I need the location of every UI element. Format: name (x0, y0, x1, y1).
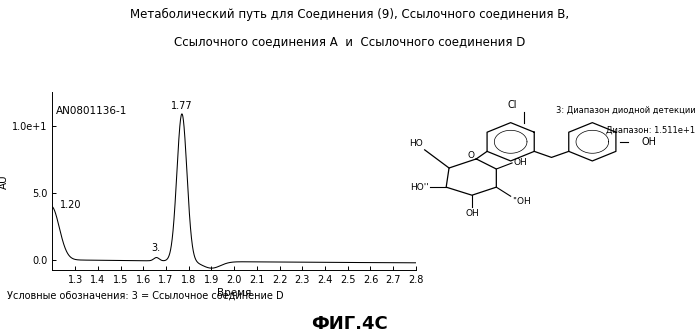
Text: Ссылочного соединения А  и  Ссылочного соединения D: Ссылочного соединения А и Ссылочного сое… (174, 35, 525, 48)
Text: OH: OH (465, 209, 479, 218)
Text: 1.20: 1.20 (60, 200, 82, 210)
Text: HO'': HO'' (410, 183, 429, 192)
Text: ФИГ.4С: ФИГ.4С (311, 314, 388, 333)
Text: OH: OH (641, 137, 656, 147)
Text: Диапазон: 1.511е+1: Диапазон: 1.511е+1 (606, 126, 696, 135)
Text: AN0801136-1: AN0801136-1 (56, 106, 127, 116)
Text: HO: HO (410, 139, 423, 148)
Text: Cl: Cl (507, 99, 517, 110)
Text: 3: Диапазон диодной детекции: 3: Диапазон диодной детекции (556, 106, 696, 115)
Text: Метаболический путь для Соединения (9), Ссылочного соединения В,: Метаболический путь для Соединения (9), … (130, 8, 569, 22)
X-axis label: Время: Время (217, 288, 252, 298)
Text: 1.77: 1.77 (171, 101, 193, 111)
Y-axis label: AU: AU (0, 174, 9, 189)
Text: OH: OH (514, 159, 527, 167)
Text: ''OH: ''OH (512, 197, 531, 206)
Text: O: O (467, 151, 474, 160)
Text: 3.: 3. (151, 243, 160, 253)
Text: Условные обозначения: 3 = Ссылочное соединение D: Условные обозначения: 3 = Ссылочное соед… (7, 291, 284, 301)
